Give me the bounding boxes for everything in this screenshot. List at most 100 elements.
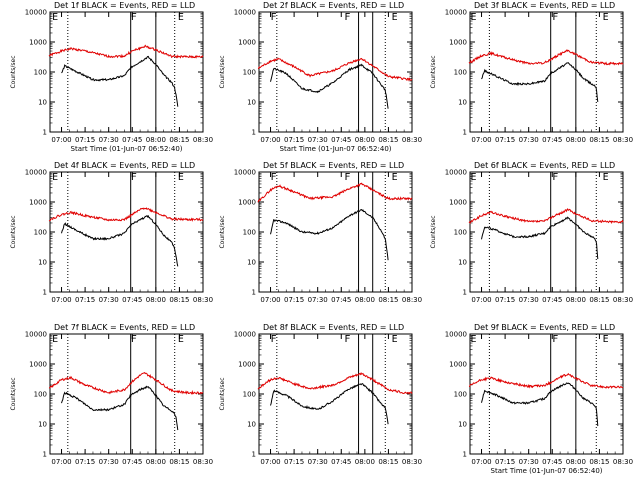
- x-tick-label: 08:00: [355, 136, 375, 144]
- chart-title: Det 5f BLACK = Events, RED = LLD: [263, 161, 404, 170]
- x-tick-label: 08:00: [355, 296, 375, 304]
- y-tick-label: 10: [247, 421, 256, 429]
- x-tick-label: 08:00: [566, 296, 586, 304]
- y-tick-label: 100: [34, 69, 47, 77]
- y-tick-label: 1000: [449, 361, 467, 369]
- y-tick-label: 1: [43, 451, 47, 459]
- series-lld: [257, 372, 413, 395]
- panel-9: Det 9f BLACK = Events, RED = LLD 1 10 100 10…: [445, 323, 633, 475]
- x-tick-label: 08:00: [566, 136, 586, 144]
- y-tick-label: 100: [454, 69, 467, 77]
- y-tick-label: 1000: [238, 39, 256, 47]
- x-tick-label: 07:15: [284, 296, 304, 304]
- event-marker-E: E: [178, 172, 184, 183]
- y-tick-label: 100: [243, 69, 256, 77]
- event-marker-E: E: [603, 172, 609, 183]
- x-tick-label: 08:00: [146, 458, 166, 466]
- chart-title: Det 2f BLACK = Events, RED = LLD: [263, 1, 404, 10]
- x-tick-label: 08:30: [402, 136, 422, 144]
- y-tick-label: 1000: [449, 199, 467, 207]
- event-marker-E: E: [471, 12, 477, 23]
- y-axis-label: Counts/sec: [219, 377, 226, 410]
- y-tick-label: 1: [43, 289, 47, 297]
- panel-1: Det 1f BLACK = Events, RED = LLD 1 10 100 10…: [10, 1, 213, 153]
- series-events: [270, 382, 389, 425]
- panel-3: Det 3f BLACK = Events, RED = LLD 1 10 100 10…: [430, 1, 633, 144]
- y-tick-label: 10: [38, 99, 47, 107]
- x-tick-label: 07:30: [519, 458, 539, 466]
- y-tick-label: 10: [458, 421, 467, 429]
- x-tick-label: 08:30: [193, 296, 213, 304]
- y-tick-label: 10000: [445, 169, 467, 177]
- x-tick-label: 07:00: [51, 136, 71, 144]
- event-marker-E: E: [392, 172, 398, 183]
- event-marker-F: F: [271, 334, 277, 345]
- panel-7: Det 7f BLACK = Events, RED = LLD 1 10 100 10…: [10, 323, 213, 466]
- y-tick-label: 1: [252, 289, 256, 297]
- x-tick-label: 08:30: [193, 458, 213, 466]
- x-tick-label: 07:30: [519, 136, 539, 144]
- series-events: [270, 209, 389, 261]
- x-tick-label: 08:30: [613, 458, 633, 466]
- x-tick-label: 07:00: [51, 296, 71, 304]
- x-tick-label: 08:15: [378, 296, 398, 304]
- x-tick-label: 08:15: [169, 458, 189, 466]
- x-tick-label: 08:15: [378, 458, 398, 466]
- y-tick-label: 1000: [29, 199, 47, 207]
- event-marker-F: F: [552, 12, 558, 23]
- y-tick-label: 10000: [25, 169, 47, 177]
- y-tick-label: 10: [38, 259, 47, 267]
- y-axis-label: Counts/sec: [430, 215, 437, 248]
- x-axis-label: Start Time (01-Jun-07 06:52:40): [71, 145, 183, 153]
- y-tick-label: 100: [34, 229, 47, 237]
- x-tick-label: 07:00: [471, 136, 491, 144]
- event-marker-E: E: [603, 12, 609, 23]
- y-tick-label: 1000: [29, 361, 47, 369]
- x-tick-label: 07:45: [542, 136, 562, 144]
- series-events: [61, 385, 179, 431]
- event-marker-F: F: [344, 334, 350, 345]
- x-tick-label: 07:15: [495, 296, 515, 304]
- y-axis-label: Counts/sec: [430, 55, 437, 88]
- series-events: [270, 63, 389, 109]
- series-lld: [48, 44, 204, 59]
- series-lld: [468, 208, 624, 224]
- series-events: [61, 214, 179, 267]
- x-axis-label: Start Time (01-Jun-07 06:52:40): [491, 467, 603, 475]
- y-tick-label: 10000: [234, 169, 256, 177]
- y-axis-label: Counts/sec: [10, 55, 17, 88]
- y-tick-label: 1: [43, 129, 47, 137]
- y-tick-label: 1000: [238, 199, 256, 207]
- plot-frame: [49, 171, 204, 293]
- x-tick-label: 08:15: [169, 296, 189, 304]
- x-tick-label: 07:15: [75, 136, 95, 144]
- x-tick-label: 08:00: [355, 458, 375, 466]
- x-tick-label: 07:30: [308, 136, 328, 144]
- y-tick-label: 1: [252, 129, 256, 137]
- x-tick-label: 07:15: [75, 458, 95, 466]
- y-tick-label: 10: [38, 421, 47, 429]
- panel-4: Det 4f BLACK = Events, RED = LLD 1 10 100 10…: [10, 161, 213, 304]
- y-tick-label: 100: [243, 391, 256, 399]
- x-tick-label: 08:15: [378, 136, 398, 144]
- event-marker-E: E: [471, 334, 477, 345]
- event-marker-F: F: [552, 172, 558, 183]
- y-tick-label: 1: [463, 451, 467, 459]
- y-axis-label: Counts/sec: [10, 377, 17, 410]
- series-lld: [468, 372, 624, 389]
- x-tick-label: 07:30: [308, 296, 328, 304]
- panel-6: Det 6f BLACK = Events, RED = LLD 1 10 100 10…: [430, 161, 633, 304]
- y-tick-label: 10: [247, 99, 256, 107]
- y-tick-label: 10000: [445, 331, 467, 339]
- panel-8: Det 8f BLACK = Events, RED = LLD 1 10 100 10…: [219, 323, 422, 466]
- event-marker-F: F: [552, 334, 558, 345]
- event-marker-F: F: [344, 12, 350, 23]
- series-lld: [257, 182, 413, 203]
- x-tick-label: 08:00: [146, 296, 166, 304]
- event-marker-E: E: [603, 334, 609, 345]
- y-tick-label: 1000: [238, 361, 256, 369]
- x-tick-label: 08:30: [613, 136, 633, 144]
- x-tick-label: 07:15: [495, 136, 515, 144]
- y-tick-label: 1000: [29, 39, 47, 47]
